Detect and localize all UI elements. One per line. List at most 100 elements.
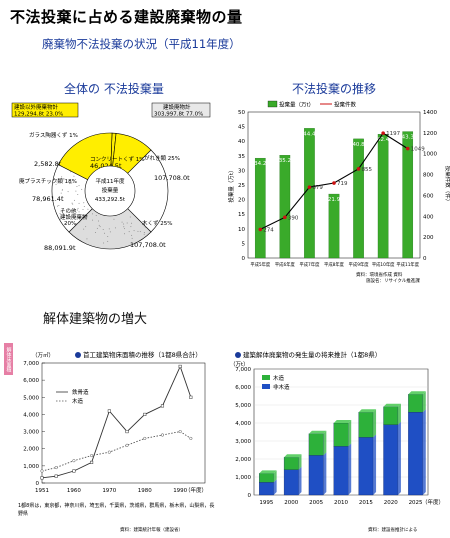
texture-dot (72, 203, 73, 204)
texture-dot (75, 191, 76, 192)
floor-xtick: 1970 (102, 488, 116, 494)
demo-bar-segment (259, 473, 273, 482)
svg-text:建設廃棄物: 建設廃棄物 (60, 213, 88, 221)
ytick-right: 0 (423, 256, 427, 262)
demo-legend-swatch (262, 375, 270, 380)
texture-dot (131, 223, 132, 224)
floor-point (108, 410, 111, 413)
ytick-right: 600 (423, 193, 434, 199)
floor-point (41, 477, 44, 480)
line-value-label: 1049 (411, 147, 425, 153)
demo-bar-segment (408, 412, 422, 495)
texture-dot (76, 223, 77, 224)
trend-source-1: 資料：環境省作成 資料 (356, 271, 403, 278)
texture-dot (144, 232, 145, 233)
bar-value-label: 40.8 (352, 142, 365, 148)
floor-ytick: 7,000 (23, 361, 39, 367)
pie-chart: 建設以外廃棄物計 129,294.8t 23.0% 建設廃物計 303,997.… (0, 95, 225, 285)
floor-point (161, 405, 164, 408)
trend-xtick: 平成10年度 (372, 261, 395, 268)
demo-bar-segment (359, 437, 373, 495)
val-rubble: 107,708.0t (154, 174, 190, 182)
floor-area-chart: 首工建築物床面積の推移（1都8県合計）（万㎡）解体床面積01,0002,0003… (0, 335, 225, 535)
demo-ytick: 6,000 (235, 385, 251, 391)
floor-xtick: 1951 (35, 488, 49, 494)
floor-point (143, 413, 146, 416)
box-nc-label: 建設以外廃棄物計 (14, 103, 59, 111)
floor-point (73, 459, 76, 462)
texture-dot (123, 223, 124, 224)
texture-dot (127, 223, 128, 224)
demo-legend-label: 木造 (273, 374, 285, 382)
texture-dot (83, 202, 84, 203)
trend-point (308, 185, 312, 189)
trend-point (332, 181, 336, 185)
demo-title: 建築解体廃棄物の発生量の将来推計（1都8県） (243, 350, 381, 359)
floor-point (41, 470, 44, 473)
texture-dot (58, 205, 59, 206)
texture-dot (84, 206, 85, 207)
ytick-left: 0 (242, 256, 246, 262)
lbl-other: その他 (60, 207, 77, 215)
floor-ytick: 6,000 (23, 378, 39, 384)
floor-xtick: 1960 (67, 488, 81, 494)
texture-dot (76, 186, 77, 187)
demo-bar-segment (384, 425, 398, 495)
legend-bar-swatch (268, 101, 277, 107)
demo-ytick: 0 (248, 493, 252, 499)
lbl-glass: ガラス陶器くず 1% (29, 131, 78, 139)
box-c-value: 303,997.8t 77.0% (154, 112, 203, 118)
demo-bar-side (398, 422, 401, 495)
demo-ytick: 1,000 (235, 475, 251, 481)
bar-value-label: 21.9 (328, 197, 341, 203)
ytick-left: 30 (238, 168, 245, 174)
ylabel-right: 投棄件数（件） (444, 166, 450, 205)
texture-dot (107, 236, 108, 237)
trend-xtick: 平成5年度 (250, 261, 271, 268)
texture-dot (79, 185, 80, 186)
demolition-chart: 建築解体廃棄物の発生量の将来推計（1都8県）（万t）01,0002,0003,0… (228, 335, 450, 535)
texture-dot (77, 210, 78, 211)
floor-ytick: 1,000 (23, 464, 39, 470)
bar-value-label: 43.3 (402, 135, 415, 141)
texture-dot (61, 193, 62, 194)
demo-ytick: 4,000 (235, 421, 251, 427)
demo-source: 資料：建設省推計による (368, 526, 417, 533)
demo-legend-label: 非木造 (273, 383, 290, 391)
trend-bar (378, 134, 388, 258)
floor-point (55, 466, 58, 469)
floor-unit: （万㎡） (32, 351, 54, 359)
ytick-right: 200 (423, 235, 434, 241)
floor-point (90, 461, 93, 464)
demo-bar-segment (384, 407, 398, 425)
floor-point (126, 430, 129, 433)
floor-plot-area (42, 363, 205, 483)
texture-dot (87, 209, 88, 210)
ytick-left: 50 (238, 110, 245, 116)
demo-bar-top (259, 470, 276, 473)
floor-ytick: 4,000 (23, 412, 39, 418)
demo-bar-top (408, 391, 425, 394)
floor-ytick: 5,000 (23, 395, 39, 401)
texture-dot (95, 232, 96, 233)
trend-xtick: 平成6年度 (275, 261, 296, 268)
demo-bar-side (373, 409, 376, 437)
box-nc-value: 129,294.8t 23.0% (14, 112, 63, 118)
box-non-construction: 建設以外廃棄物計 129,294.8t 23.0% (12, 103, 78, 118)
texture-dot (109, 228, 110, 229)
demo-xtick: 2025 (409, 500, 423, 506)
demo-xlabel: （年度） (422, 498, 444, 506)
demo-ytick: 5,000 (235, 403, 251, 409)
floor-footnote-2: 野県 (18, 510, 28, 517)
texture-dot (123, 226, 124, 227)
demo-xtick: 2000 (284, 500, 298, 506)
texture-dot (103, 229, 104, 230)
floor-legend-label: 鉄骨造 (72, 388, 89, 396)
trend-xtick: 平成8年度 (324, 261, 345, 268)
ytick-right: 1000 (423, 152, 437, 158)
demo-bar-side (348, 420, 351, 446)
demo-bar-top (384, 404, 401, 407)
demo-bar-side (423, 409, 426, 495)
floor-footnote-1: 1都8県は，東京都，神奈川県，埼玉県，千葉県，茨城県，群馬県，栃木県，山梨県，長 (18, 502, 214, 509)
ytick-left: 40 (238, 139, 245, 145)
